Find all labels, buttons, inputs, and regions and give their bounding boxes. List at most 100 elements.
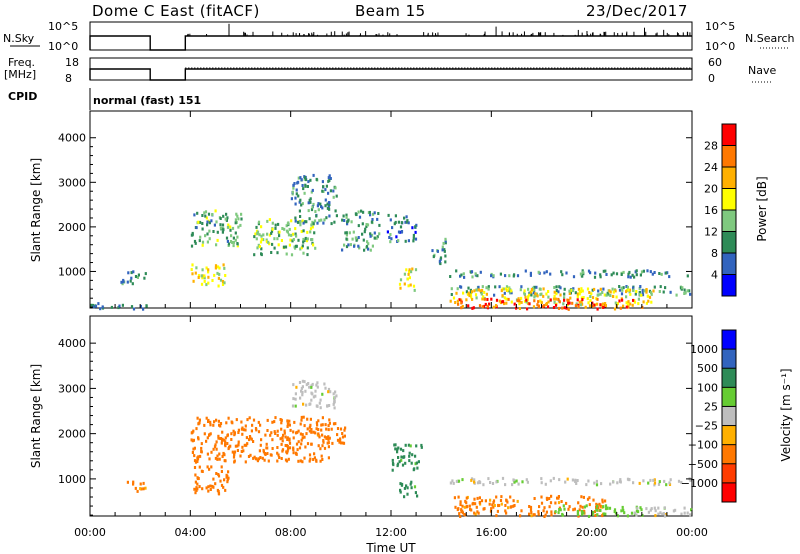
power-cell [626,303,629,306]
power-cell [537,305,540,309]
velocity-cell [240,420,243,424]
power-cell [557,306,561,310]
velocity-cell [639,506,642,510]
power-cell [593,275,597,279]
velocity-cell [325,427,328,431]
power-cell [486,298,489,301]
power-colorbar-swatch [722,145,736,167]
power-cell [285,229,289,233]
power-cell [305,239,309,243]
velocity-cell [284,444,287,447]
power-cell [365,244,369,248]
velocity-colorbar-tick-label: 25 [704,400,718,413]
power-cell [221,283,225,286]
power-cell [328,214,331,218]
velocity-cell [339,441,343,445]
power-cell [370,220,373,224]
power-cell [463,275,466,279]
velocity-cell [334,390,337,394]
velocity-cell [297,429,300,433]
velocity-cell [194,491,197,495]
power-cell [467,286,470,290]
velocity-cell [217,419,220,423]
power-cell [235,212,238,216]
velocity-cell [602,512,605,516]
power-cell [602,287,605,291]
velocity-cell [647,481,650,485]
velocity-cell [297,459,300,463]
velocity-cell [217,491,220,495]
velocity-cell [478,501,481,504]
power-cell [438,259,441,263]
power-cell [305,178,308,182]
velocity-cell [322,439,325,442]
velocity-cell [266,452,269,455]
velocity-colorbar-swatch [722,406,736,426]
velocity-cell [292,430,295,434]
velocity-cell [621,505,624,509]
power-cell [221,223,225,227]
velocity-cell [585,504,588,508]
velocity-cell [220,441,223,445]
power-cell [201,243,204,247]
velocity-cell [311,382,314,386]
velocity-cell [257,430,261,434]
power-cell [190,268,193,271]
velocity-cell [633,511,636,515]
velocity-cell [301,385,304,389]
power-cell [579,290,582,294]
velocity-cell [134,486,137,490]
power-cell [576,298,579,302]
power-cell [510,291,513,295]
power-cell [471,297,474,301]
power-cell [668,275,671,279]
velocity-cell [261,456,264,460]
beam-title: Beam 15 [355,2,426,20]
power-cell [316,221,319,225]
freq-label: Freq. [8,56,35,69]
power-cell [215,243,218,247]
nsky-label: N.Sky [3,32,35,45]
power-cell [224,217,227,221]
power-cell [470,290,474,294]
velocity-cell [318,401,321,405]
velocity-cell [613,508,617,512]
power-cell [645,288,648,291]
power-cell [609,294,612,297]
power-cell [631,303,634,307]
velocity-cell [530,511,533,514]
velocity-cell [333,396,337,400]
velocity-cell [416,494,419,498]
velocity-cell [658,480,661,484]
power-cell [211,279,214,282]
power-cell [523,299,527,303]
velocity-cell [519,514,522,518]
velocity-cell [249,436,252,440]
velocity-cell [550,494,553,498]
velocity-cell [550,513,553,517]
velocity-cell [191,439,194,443]
power-cell [226,225,230,229]
velocity-cell [197,422,200,426]
velocity-cell [250,437,253,441]
power-cell [388,236,391,239]
velocity-colorbar-swatch [722,482,736,502]
velocity-cell [404,443,407,447]
velocity-cell [394,443,397,447]
velocity-cell [139,487,142,491]
power-cell [412,233,415,237]
power-cell [345,237,348,241]
power-cell [558,300,561,304]
power-cell [203,279,206,283]
power-cell [467,304,470,308]
velocity-cell [196,476,199,480]
velocity-cell [213,420,216,424]
velocity-cell [647,510,650,514]
velocity-cell [308,425,311,429]
velocity-cell [297,440,300,444]
power-cell [357,224,360,228]
power-cell [278,230,281,234]
velocity-cell [410,480,413,484]
velocity-cell [192,438,195,442]
x-tick-label: 16:00 [475,526,507,539]
